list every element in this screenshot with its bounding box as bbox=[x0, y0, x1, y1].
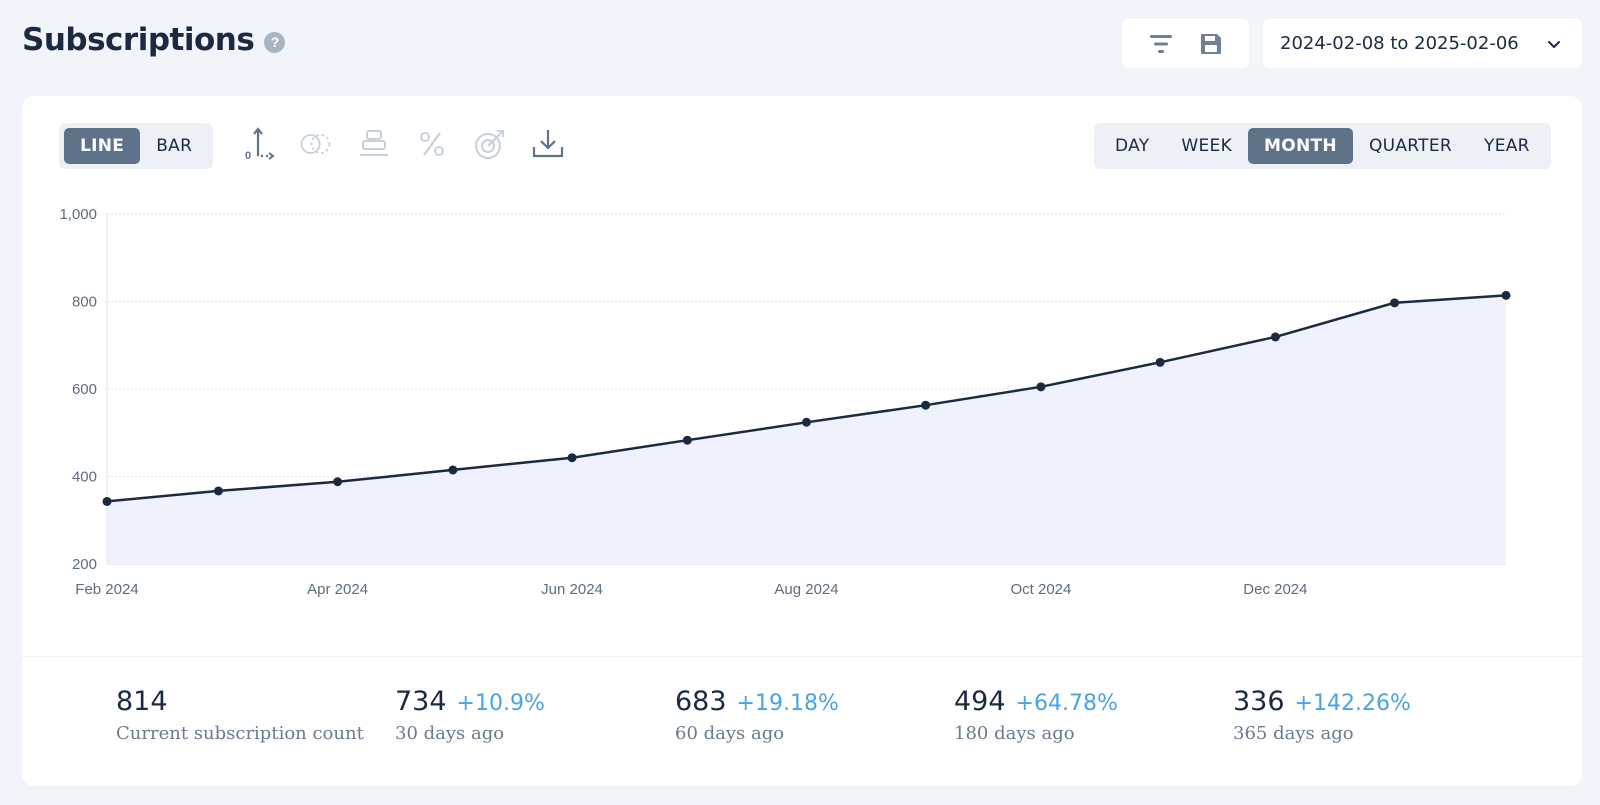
y-tick-label: 200 bbox=[72, 556, 97, 573]
x-tick-label: Apr 2024 bbox=[307, 581, 368, 598]
data-point[interactable] bbox=[448, 465, 458, 475]
stat-value: 683 bbox=[675, 686, 727, 717]
x-tick-label: Jun 2024 bbox=[541, 581, 603, 598]
stat-value: 734 bbox=[395, 686, 447, 717]
chart-type-toggle: LINE BAR bbox=[59, 123, 214, 169]
svg-text:0: 0 bbox=[245, 150, 251, 162]
page-title: Subscriptions ? bbox=[22, 22, 286, 58]
date-range-value: 2024-02-08 to 2025-02-06 bbox=[1280, 33, 1519, 54]
axis-icon[interactable]: 0 bbox=[240, 126, 276, 162]
stat-change: +64.78% bbox=[1015, 691, 1118, 716]
x-tick-label: Oct 2024 bbox=[1011, 581, 1072, 598]
stat-current: 814 Current subscription count bbox=[116, 686, 364, 744]
x-tick-label: Dec 2024 bbox=[1243, 581, 1307, 598]
period-toggle: DAY WEEK MONTH QUARTER YEAR bbox=[1094, 123, 1551, 169]
y-tick-label: 1,000 bbox=[59, 206, 97, 223]
x-tick-label: Feb 2024 bbox=[75, 581, 138, 598]
stat-value: 336 bbox=[1233, 686, 1285, 717]
stat-365-days: 336 +142.26% 365 days ago bbox=[1233, 686, 1411, 744]
period-month-button[interactable]: MONTH bbox=[1248, 128, 1353, 164]
download-icon[interactable] bbox=[530, 126, 566, 162]
stat-label: 60 days ago bbox=[675, 723, 785, 744]
data-point[interactable] bbox=[1390, 298, 1400, 308]
chart-card: LINE BAR 0 bbox=[22, 96, 1582, 786]
percent-icon[interactable] bbox=[414, 126, 450, 162]
save-icon[interactable] bbox=[1199, 32, 1223, 56]
period-quarter-button[interactable]: QUARTER bbox=[1368, 136, 1453, 156]
data-point[interactable] bbox=[1270, 332, 1280, 342]
data-point[interactable] bbox=[213, 486, 223, 496]
chevron-down-icon bbox=[1548, 40, 1560, 48]
stat-180-days: 494 +64.78% 180 days ago bbox=[954, 686, 1118, 744]
stat-change: +142.26% bbox=[1294, 691, 1411, 716]
data-point[interactable] bbox=[682, 435, 692, 445]
subscriptions-chart: 1,000 800 600 400 200 Feb 2024 Apr 2024 Jun 20… bbox=[59, 206, 1511, 598]
chart-points bbox=[102, 290, 1511, 506]
stat-change: +10.9% bbox=[456, 691, 545, 716]
filter-icon[interactable] bbox=[1148, 31, 1174, 57]
data-point[interactable] bbox=[102, 496, 112, 506]
stat-change: +19.18% bbox=[736, 691, 839, 716]
chart-x-axis: Feb 2024 Apr 2024 Jun 2024 Aug 2024 Oct 2024… bbox=[75, 581, 1307, 598]
chart-y-axis: 1,000 800 600 400 200 bbox=[59, 206, 97, 573]
y-tick-label: 600 bbox=[72, 381, 97, 398]
chart-type-bar-button[interactable]: BAR bbox=[156, 136, 193, 156]
page-title-text: Subscriptions bbox=[22, 22, 255, 58]
stats-divider bbox=[22, 656, 1582, 657]
date-range-select[interactable]: 2024-02-08 to 2025-02-06 bbox=[1263, 19, 1582, 68]
x-tick-label: Aug 2024 bbox=[774, 581, 838, 598]
stat-30-days: 734 +10.9% 30 days ago bbox=[395, 686, 545, 744]
y-tick-label: 400 bbox=[72, 469, 97, 486]
stat-value: 494 bbox=[954, 686, 1006, 717]
stack-icon[interactable] bbox=[356, 126, 392, 162]
data-point[interactable] bbox=[567, 453, 577, 463]
period-year-button[interactable]: YEAR bbox=[1484, 136, 1530, 156]
stat-value: 814 bbox=[116, 686, 168, 717]
period-week-button[interactable]: WEEK bbox=[1181, 136, 1233, 156]
data-point[interactable] bbox=[802, 417, 811, 427]
data-point[interactable] bbox=[921, 400, 931, 410]
stat-label: Current subscription count bbox=[116, 723, 364, 744]
stat-label: 30 days ago bbox=[395, 723, 505, 744]
header-toolbar bbox=[1122, 19, 1249, 68]
stat-60-days: 683 +19.18% 60 days ago bbox=[675, 686, 839, 744]
chart-tools: 0 bbox=[240, 126, 566, 162]
data-point[interactable] bbox=[333, 477, 343, 487]
chart-area-fill bbox=[107, 295, 1506, 564]
stat-label: 180 days ago bbox=[954, 723, 1075, 744]
data-point[interactable] bbox=[1036, 382, 1046, 392]
stat-label: 365 days ago bbox=[1233, 723, 1354, 744]
chart-type-line-button[interactable]: LINE bbox=[64, 128, 141, 164]
data-point[interactable] bbox=[1155, 357, 1165, 367]
y-tick-label: 800 bbox=[72, 294, 97, 311]
compare-icon[interactable] bbox=[298, 126, 334, 162]
data-point[interactable] bbox=[1501, 290, 1511, 300]
period-day-button[interactable]: DAY bbox=[1115, 136, 1150, 156]
target-icon[interactable] bbox=[472, 126, 508, 162]
help-icon[interactable]: ? bbox=[264, 31, 286, 53]
